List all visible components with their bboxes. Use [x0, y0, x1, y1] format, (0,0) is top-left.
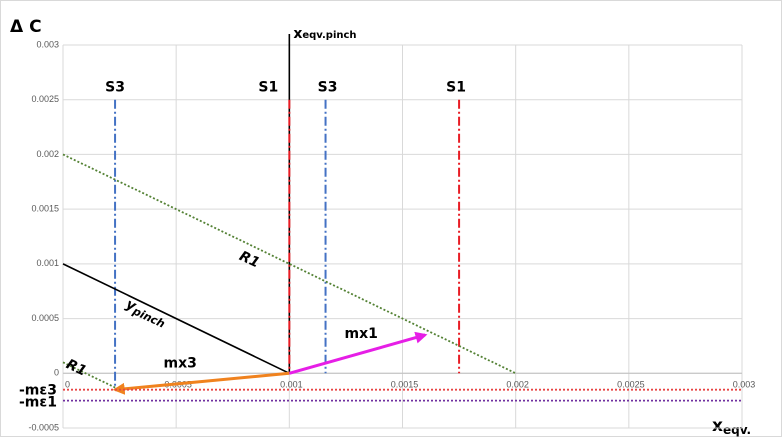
series-label: R1: [237, 248, 262, 271]
y-tick-label: 0.002: [36, 149, 59, 159]
x-tick-label: 0: [65, 380, 70, 390]
y-tick-label: 0.0005: [31, 313, 59, 323]
x-axis-label-sub: eqv.: [723, 423, 751, 437]
series-label: -mε1: [19, 395, 57, 411]
series-label: S3: [318, 80, 338, 96]
series-label: S1: [446, 80, 466, 96]
series-label-main: S1: [258, 80, 278, 96]
series-label-main: mx1: [345, 326, 378, 342]
y-tick-label: 0.001: [36, 258, 59, 268]
series-label: S3: [105, 80, 125, 96]
series-line: [62, 263, 290, 375]
series-label-main: -mε1: [19, 395, 57, 411]
series-label: xeqv.pinch: [293, 26, 356, 42]
series-label-main: -mε3: [19, 383, 57, 399]
series-label-main: x: [293, 26, 302, 42]
y-tick-label: -0.0005: [28, 422, 59, 432]
y-axis-label: Δ C: [10, 17, 42, 37]
y-tick-label: 0.003: [36, 39, 59, 49]
series-line: [112, 371, 290, 395]
x-tick-label: 0.003: [733, 380, 756, 390]
series-label: mx1: [345, 326, 378, 342]
x-tick-label: 0.002: [506, 380, 529, 390]
series-label-main: R1: [64, 356, 89, 379]
series-label: mx3: [164, 355, 197, 371]
series-label: R1: [64, 356, 89, 379]
x-axis-label: xeqv.: [712, 416, 751, 437]
x-tick-label: 0.0015: [391, 380, 419, 390]
x-axis-label-main: x: [712, 416, 723, 436]
y-tick-label: 0.0025: [31, 94, 59, 104]
series-label-main: mx3: [164, 355, 197, 371]
x-tick-label: 0.001: [280, 380, 303, 390]
series-label-main: S1: [446, 80, 466, 96]
series-line: [288, 331, 428, 375]
series-label-main: R1: [237, 248, 262, 271]
y-tick-label: 0.0015: [31, 204, 59, 214]
series-label: S1: [258, 80, 278, 96]
series-label-main: S3: [318, 80, 338, 96]
series-label: -mε3: [19, 383, 57, 399]
x-tick-label: 0.0025: [617, 380, 645, 390]
series-label-main: S3: [105, 80, 125, 96]
y-tick-label: 0: [54, 368, 59, 378]
series-label-sub: eqv.pinch: [302, 30, 356, 41]
series-line: [62, 361, 120, 391]
